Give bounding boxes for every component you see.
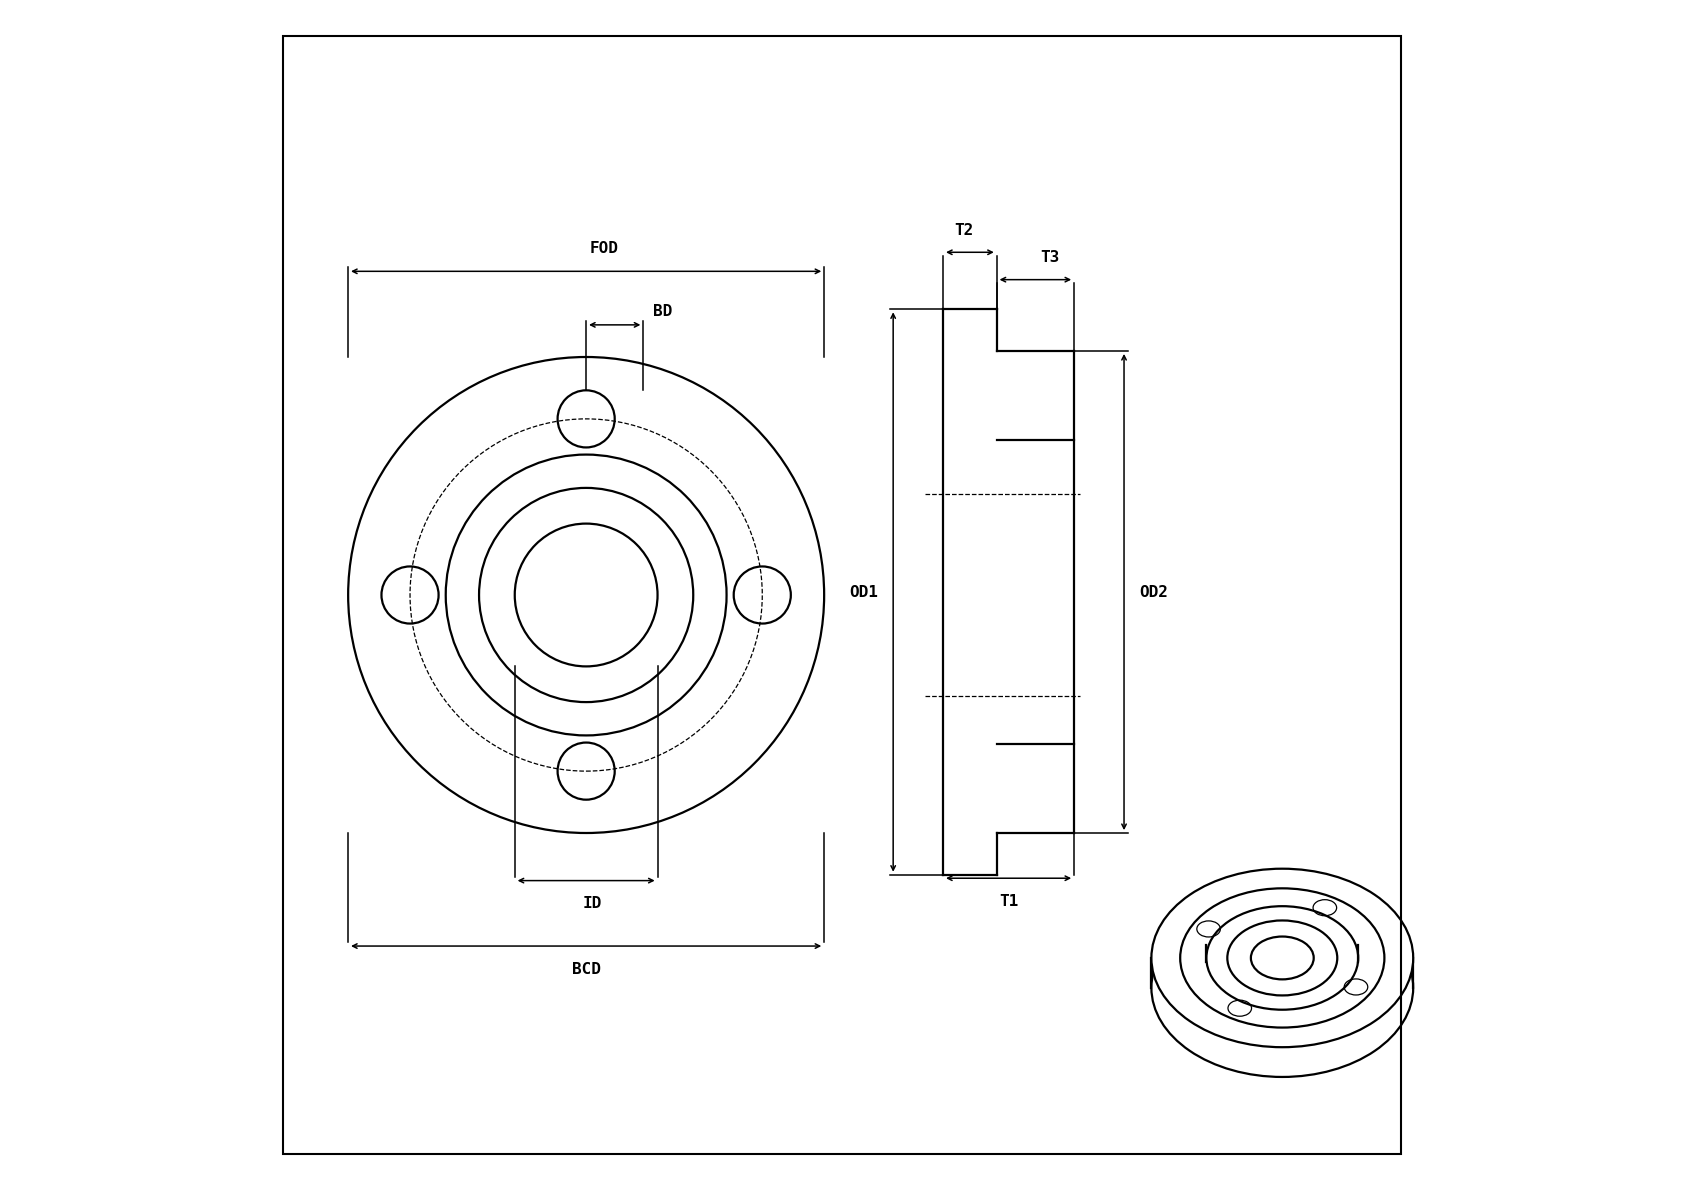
- Text: ID: ID: [583, 896, 601, 912]
- Text: T2: T2: [955, 223, 973, 238]
- Text: T1: T1: [999, 894, 1019, 909]
- Ellipse shape: [1152, 869, 1413, 1047]
- Text: OD2: OD2: [1140, 584, 1169, 600]
- Ellipse shape: [1152, 898, 1413, 1077]
- Text: BD: BD: [653, 303, 672, 319]
- Text: FOD: FOD: [589, 240, 618, 256]
- Text: OD1: OD1: [849, 584, 877, 600]
- Text: T3: T3: [1041, 250, 1059, 265]
- Text: BCD: BCD: [571, 962, 601, 977]
